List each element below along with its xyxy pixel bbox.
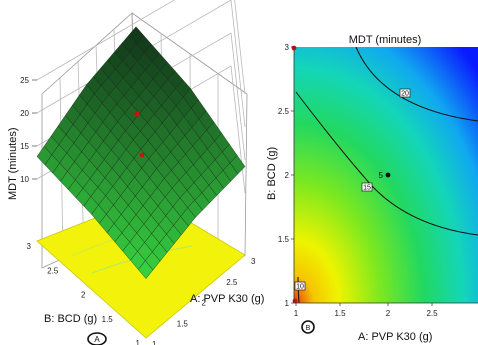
design-point-center	[139, 152, 145, 158]
a-axis: 1 1.5 2 2.5 3	[152, 257, 256, 345]
contour-label-15: 15	[361, 182, 373, 192]
contour-y-tick-label: 2.5	[278, 107, 290, 116]
z-tick-label: 15	[20, 142, 29, 151]
panel-marker-b: B	[301, 320, 315, 334]
contour-y-title: B: BCD (g)	[266, 147, 278, 200]
contour-line-20	[355, 47, 478, 122]
design-point-top	[134, 111, 140, 117]
contour-x-tick-label: 1	[294, 309, 299, 318]
center-point	[385, 172, 391, 178]
contour-y-tick-label: 1.5	[278, 235, 290, 244]
contour-label-10: 10	[294, 281, 306, 291]
contour-title: MDT (minutes)	[349, 34, 422, 46]
a-tick-label: 2.5	[226, 278, 238, 287]
svg-text:10: 10	[296, 284, 304, 291]
b-tick-label: 2	[81, 291, 86, 300]
contour-x-tick-label: 2.5	[426, 309, 438, 318]
contour-x-axis: 1 1.5 2 2.5	[294, 303, 438, 318]
surface-panel: 10 15 20 25 1 1.5 2 2.5 3 1 1.5 2 2.5 3 MDT (minute…	[7, 0, 264, 345]
response-surface	[36, 26, 246, 279]
a-tick-label: 1	[152, 340, 157, 345]
svg-text:15: 15	[363, 185, 371, 192]
z-axis: 10 15 20 25	[20, 76, 37, 184]
a-tick-label: 1.5	[177, 319, 189, 328]
contour-y-tick-label: 3	[285, 43, 290, 52]
contour-y-tick-label: 2	[285, 171, 290, 180]
z-tick-label: 25	[20, 76, 29, 85]
svg-text:20: 20	[401, 91, 409, 98]
z-gridline	[36, 0, 246, 95]
b-tick-label: 1.5	[102, 315, 114, 324]
a-axis-title: A: PVP K30 (g)	[190, 293, 264, 305]
z-tick-label: 20	[20, 109, 29, 118]
b-tick-label: 1	[136, 339, 141, 345]
a-tick-label: 2	[202, 299, 207, 308]
z-tick-label: 10	[20, 175, 29, 184]
contour-y-axis: 1 1.5 2 2.5 3	[278, 43, 294, 308]
a-tick-label: 3	[251, 257, 256, 266]
b-axis: 1 1.5 2 2.5 3	[27, 242, 141, 345]
z-axis-title: MDT (minutes)	[7, 127, 19, 200]
svg-text:B: B	[306, 325, 311, 332]
contour-y-tick-label: 1	[285, 299, 290, 308]
b-tick-label: 3	[27, 242, 32, 251]
contour-panel: MDT (minutes) 20 15 10 5 1 1.5 2 2.5 3	[266, 34, 478, 343]
contour-x-tick-label: 2	[386, 309, 391, 318]
contour-label-20: 20	[399, 88, 411, 98]
contour-x-tick-label: 1.5	[334, 309, 346, 318]
svg-text:A: A	[94, 335, 100, 344]
surface-patch	[128, 26, 145, 45]
contour-x-title: A: PVP K30 (g)	[358, 331, 432, 343]
panel-marker-a: A	[87, 332, 107, 345]
b-tick-label: 2.5	[47, 266, 59, 275]
b-axis-title: B: BCD (g)	[44, 313, 97, 325]
center-point-label: 5	[379, 171, 384, 180]
